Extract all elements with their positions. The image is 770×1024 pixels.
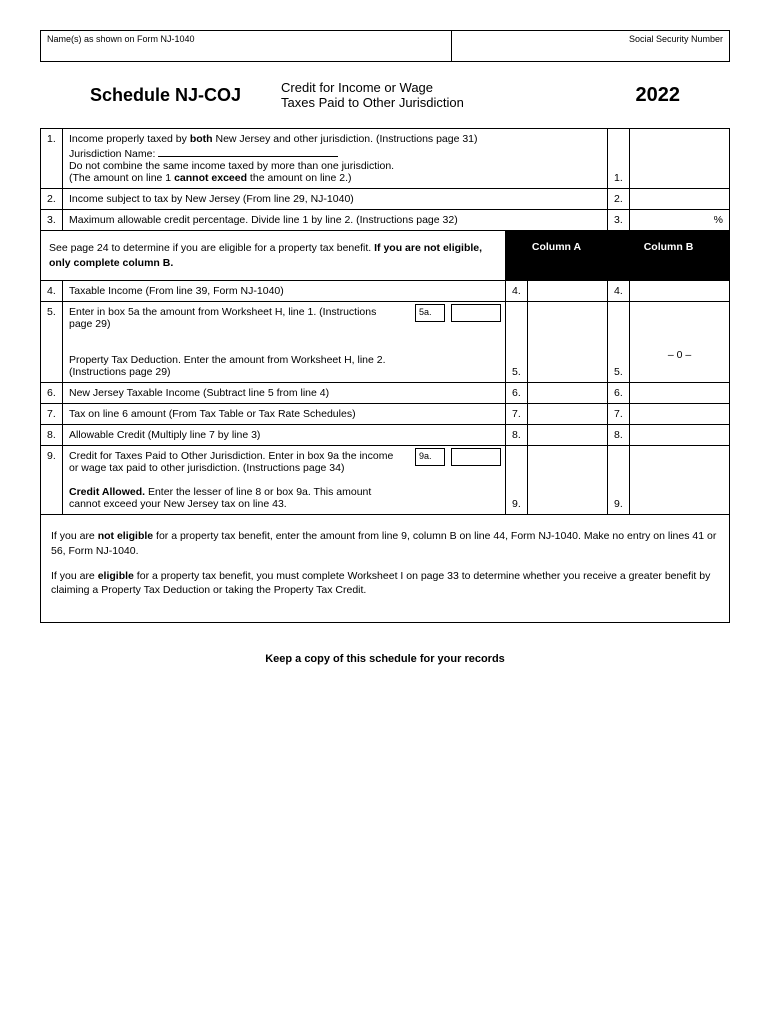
row-7-num: 7. [41,404,63,425]
row-7-colB-value[interactable] [630,404,730,425]
row-8-colB-ref: 8. [608,425,630,446]
form-table: 1. Income properly taxed by both New Jer… [40,128,730,515]
instructions-box: If you are not eligible for a property t… [40,515,730,623]
row-7: 7. Tax on line 6 amount (From Tax Table … [41,404,730,425]
row-2: 2. Income subject to tax by New Jersey (… [41,189,730,210]
row-1: 1. Income properly taxed by both New Jer… [41,129,730,189]
box-9a-label: 9a. [415,448,445,466]
box-9a-input[interactable] [451,448,501,466]
row-1-value[interactable] [630,129,730,189]
row-8-desc: Allowable Credit (Multiply line 7 by lin… [63,425,506,446]
row-3-refnum: 3. [608,210,630,231]
row-6-colA-value[interactable] [528,383,608,404]
row-9-colA-ref: 9. [506,446,528,515]
footer-note: Keep a copy of this schedule for your re… [40,653,730,665]
row-4-colA-ref: 4. [506,281,528,302]
box-5a-label: 5a. [415,304,445,322]
row-7-colB-ref: 7. [608,404,630,425]
schedule-title: Schedule NJ-COJ [90,85,241,106]
row-2-desc: Income subject to tax by New Jersey (Fro… [63,189,608,210]
row-2-refnum: 2. [608,189,630,210]
row-6-desc: New Jersey Taxable Income (Subtract line… [63,383,506,404]
row-4-colB-value[interactable] [630,281,730,302]
row-9-colB-value[interactable] [630,446,730,515]
row-9-colB-ref: 9. [608,446,630,515]
row-1-desc: Income properly taxed by both New Jersey… [63,129,608,189]
row-2-num: 2. [41,189,63,210]
row-6-colB-value[interactable] [630,383,730,404]
row-6-colB-ref: 6. [608,383,630,404]
row-2-value[interactable] [630,189,730,210]
row-6: 6. New Jersey Taxable Income (Subtract l… [41,383,730,404]
row-5-colA-ref: 5. [506,302,528,383]
column-a-header: Column A [506,231,608,281]
row-3-desc: Maximum allowable credit percentage. Div… [63,210,608,231]
jurisdiction-name-input[interactable] [158,145,338,157]
row-4-num: 4. [41,281,63,302]
row-3-num: 3. [41,210,63,231]
name-field-label[interactable]: Name(s) as shown on Form NJ-1040 [41,31,452,61]
row-1-num: 1. [41,129,63,189]
row-6-colA-ref: 6. [506,383,528,404]
row-4-desc: Taxable Income (From line 39, Form NJ-10… [63,281,506,302]
row-4: 4. Taxable Income (From line 39, Form NJ… [41,281,730,302]
row-8-colB-value[interactable] [630,425,730,446]
row-4-colB-ref: 4. [608,281,630,302]
row-3-value[interactable]: % [630,210,730,231]
row-5-colA-value[interactable] [528,302,608,383]
row-8-colA-value[interactable] [528,425,608,446]
row-3: 3. Maximum allowable credit percentage. … [41,210,730,231]
row-9-colA-value[interactable] [528,446,608,515]
row-1-refnum: 1. [608,129,630,189]
row-7-desc: Tax on line 6 amount (From Tax Table or … [63,404,506,425]
schedule-description: Credit for Income or Wage Taxes Paid to … [281,80,635,110]
row-9: 9. Credit for Taxes Paid to Other Jurisd… [41,446,730,515]
row-4-colA-value[interactable] [528,281,608,302]
row-5-colB-value: – 0 – [630,302,730,383]
title-row: Schedule NJ-COJ Credit for Income or Wag… [40,80,730,110]
row-8-num: 8. [41,425,63,446]
row-8: 8. Allowable Credit (Multiply line 7 by … [41,425,730,446]
column-header-row: See page 24 to determine if you are elig… [41,231,730,281]
eligibility-note: See page 24 to determine if you are elig… [41,231,506,281]
row-5-desc: Enter in box 5a the amount from Workshee… [63,302,506,383]
row-9-num: 9. [41,446,63,515]
ssn-field-label[interactable]: Social Security Number [452,31,729,61]
row-5-colB-ref: 5. [608,302,630,383]
header-box: Name(s) as shown on Form NJ-1040 Social … [40,30,730,62]
row-7-colA-value[interactable] [528,404,608,425]
row-8-colA-ref: 8. [506,425,528,446]
instruction-not-eligible: If you are not eligible for a property t… [51,529,719,558]
instruction-eligible: If you are eligible for a property tax b… [51,569,719,598]
row-7-colA-ref: 7. [506,404,528,425]
column-b-header: Column B [608,231,730,281]
row-6-num: 6. [41,383,63,404]
row-9-desc: Credit for Taxes Paid to Other Jurisdict… [63,446,506,515]
row-5-num: 5. [41,302,63,383]
tax-year: 2022 [636,84,681,107]
box-5a-input[interactable] [451,304,501,322]
row-5: 5. Enter in box 5a the amount from Works… [41,302,730,383]
